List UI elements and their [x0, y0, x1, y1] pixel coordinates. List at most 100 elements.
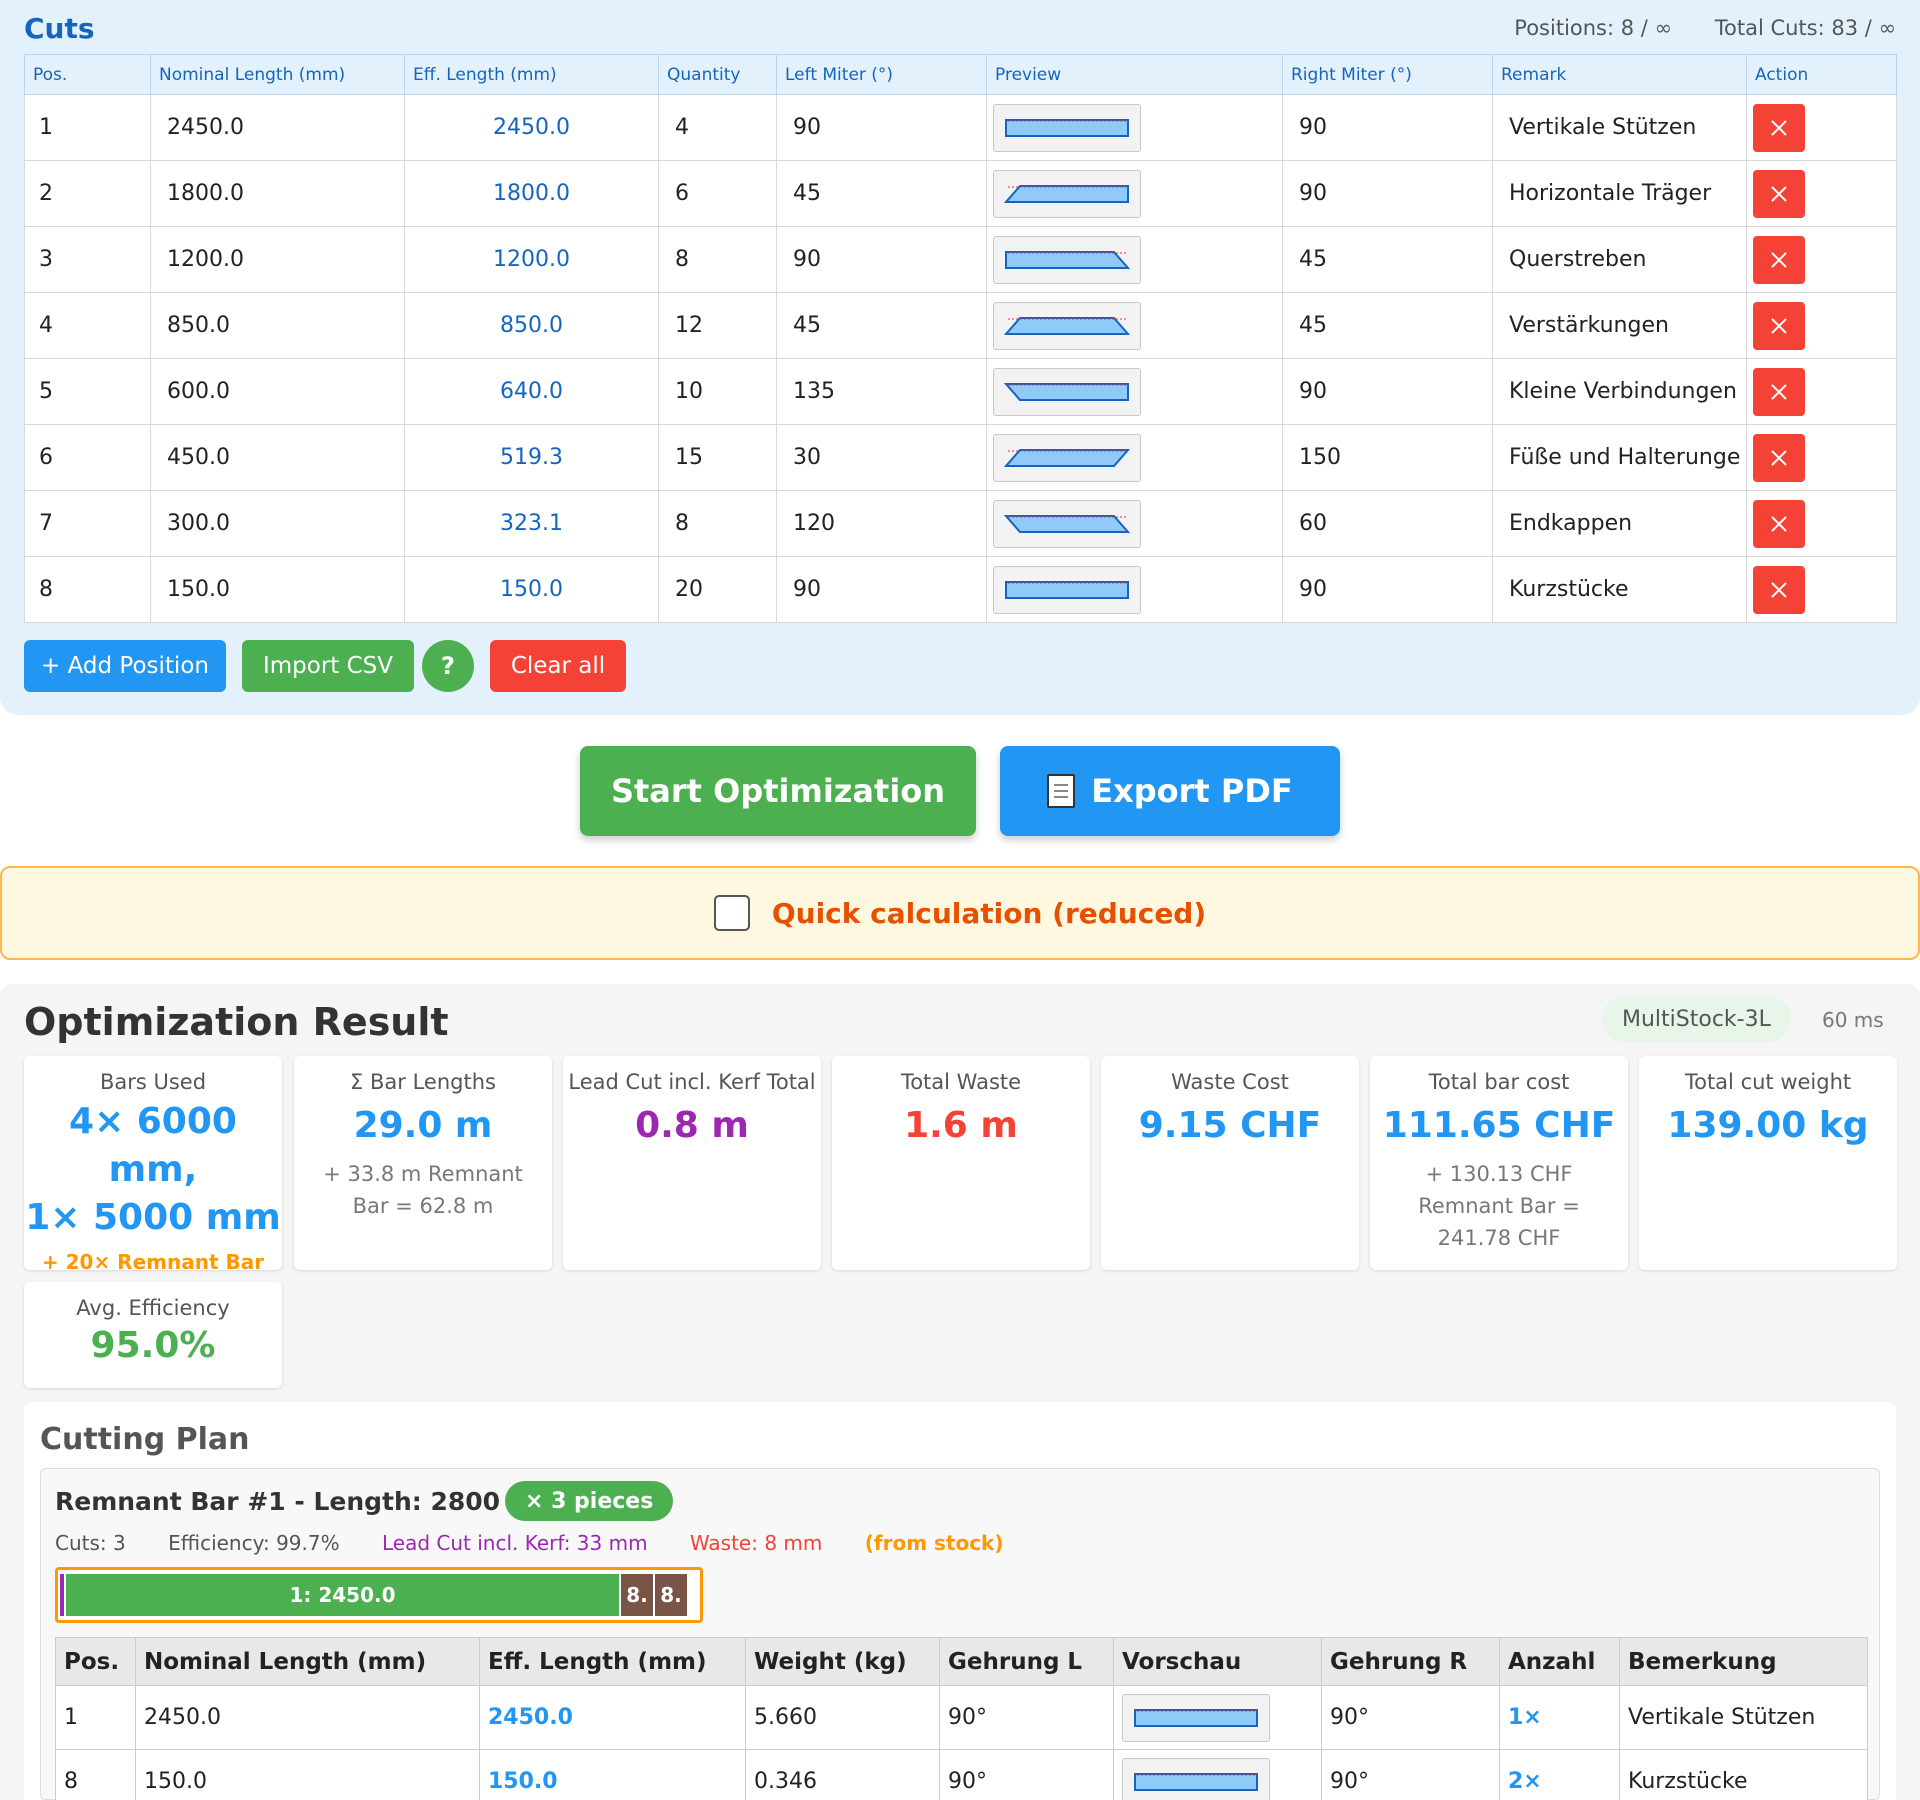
cut-quantity-input[interactable]: 8: [658, 490, 777, 557]
cut-pos[interactable]: 2: [24, 160, 151, 227]
pieces-badge: × 3 pieces: [505, 1481, 674, 1521]
cut-row: 5 600.0 640.0 10 135 90 Kleine Verbindun…: [24, 358, 1897, 425]
cut-quantity-input[interactable]: 8: [658, 226, 777, 293]
col-preview: Preview: [986, 54, 1283, 95]
profile-shape: [1003, 448, 1131, 467]
cut-nominal-input[interactable]: 2450.0: [150, 94, 405, 161]
col-right-miter: Right Miter (°): [1282, 54, 1493, 95]
cut-left-miter-input[interactable]: 90: [776, 556, 987, 623]
plan-nominal: 2450.0: [135, 1685, 480, 1750]
card-bars-used: Bars Used 4× 6000 mm, 1× 5000 mm + 20× R…: [24, 1056, 282, 1274]
cut-nominal-input[interactable]: 300.0: [150, 490, 405, 557]
plan-weight: 0.346: [745, 1749, 940, 1800]
plan-preview: [1113, 1749, 1322, 1800]
cut-pos[interactable]: 1: [24, 94, 151, 161]
cut-remark-input[interactable]: Vertikale Stützen: [1492, 94, 1747, 161]
card-label: Avg. Efficiency: [76, 1296, 230, 1320]
cut-left-miter-input[interactable]: 30: [776, 424, 987, 491]
cut-row: 4 850.0 850.0 12 45 45 Verstärkungen: [24, 292, 1897, 359]
card-label: Total cut weight: [1684, 1070, 1852, 1094]
cut-pos[interactable]: 5: [24, 358, 151, 425]
plan-row: 1 2450.0 2450.0 5.660 90° 90° 1× Vertika…: [55, 1685, 1868, 1750]
cut-left-miter-input[interactable]: 45: [776, 160, 987, 227]
cut-nominal-input[interactable]: 850.0: [150, 292, 405, 359]
card-sub: + 33.8 m Remnant: [323, 1162, 523, 1186]
start-optimization-button[interactable]: Start Optimization: [580, 746, 976, 836]
cut-nominal-input[interactable]: 1200.0: [150, 226, 405, 293]
col-pos: Pos.: [24, 54, 151, 95]
plan-eff: 150.0: [479, 1749, 746, 1800]
card-efficiency: Avg. Efficiency 95.0%: [24, 1282, 282, 1388]
add-position-button[interactable]: + Add Position: [24, 640, 226, 692]
cut-nominal-input[interactable]: 150.0: [150, 556, 405, 623]
close-icon: [1771, 449, 1787, 466]
cut-right-miter-input[interactable]: 150: [1282, 424, 1493, 491]
cut-quantity-input[interactable]: 12: [658, 292, 777, 359]
cut-quantity-input[interactable]: 10: [658, 358, 777, 425]
cut-quantity-input[interactable]: 4: [658, 94, 777, 161]
help-button[interactable]: ?: [422, 640, 474, 692]
col-left-miter: Left Miter (°): [776, 54, 987, 95]
cut-remark-input[interactable]: Horizontale Träger: [1492, 160, 1747, 227]
cut-left-miter-input[interactable]: 135: [776, 358, 987, 425]
cut-nominal-input[interactable]: 450.0: [150, 424, 405, 491]
cut-row: 7 300.0 323.1 8 120 60 Endkappen: [24, 490, 1897, 557]
delete-row-button[interactable]: [1753, 433, 1805, 482]
card-label: Waste Cost: [1171, 1070, 1289, 1094]
delete-row-button[interactable]: [1753, 565, 1805, 614]
cut-right-miter-input[interactable]: 90: [1282, 94, 1493, 161]
cut-remark-input[interactable]: Querstreben: [1492, 226, 1747, 293]
cut-right-miter-input[interactable]: 90: [1282, 160, 1493, 227]
cut-nominal-input[interactable]: 600.0: [150, 358, 405, 425]
cut-pos[interactable]: 8: [24, 556, 151, 623]
total-cuts-stat: Total Cuts: 83 / ∞: [1714, 16, 1896, 40]
cut-quantity-input[interactable]: 6: [658, 160, 777, 227]
plan-pos: 1: [55, 1685, 136, 1750]
cut-pos[interactable]: 4: [24, 292, 151, 359]
cut-pos[interactable]: 6: [24, 424, 151, 491]
cut-remark-input[interactable]: Verstärkungen: [1492, 292, 1747, 359]
delete-row-button[interactable]: [1753, 367, 1805, 416]
col-nominal: Nominal Length (mm): [150, 54, 405, 95]
bar-visualization: 1: 2450.0 8. 8.: [55, 1567, 703, 1623]
export-pdf-button[interactable]: Export PDF: [1000, 746, 1340, 836]
cut-remark-input[interactable]: Kleine Verbindungen: [1492, 358, 1747, 425]
cut-left-miter-input[interactable]: 45: [776, 292, 987, 359]
cut-quantity-input[interactable]: 15: [658, 424, 777, 491]
start-optimization-label: Start Optimization: [610, 772, 946, 810]
cut-remark-input[interactable]: Kurzstücke: [1492, 556, 1747, 623]
cuts-panel: Cuts Positions: 8 / ∞ Total Cuts: 83 / ∞…: [0, 0, 1920, 715]
cut-right-miter-input[interactable]: 90: [1282, 556, 1493, 623]
delete-row-button[interactable]: [1753, 103, 1805, 152]
clear-all-button[interactable]: Clear all: [490, 640, 626, 692]
card-label: Σ Bar Lengths: [350, 1070, 496, 1094]
cut-pos[interactable]: 7: [24, 490, 151, 557]
cut-nominal-input[interactable]: 1800.0: [150, 160, 405, 227]
cut-left-miter-input[interactable]: 120: [776, 490, 987, 557]
preview-box: [993, 367, 1141, 416]
cut-right-miter-input[interactable]: 45: [1282, 292, 1493, 359]
cut-eff-length: 2450.0: [404, 94, 659, 161]
bar-lead-cut: Lead Cut incl. Kerf: 33 mm: [381, 1531, 648, 1555]
delete-row-button[interactable]: [1753, 169, 1805, 218]
cut-quantity-input[interactable]: 20: [658, 556, 777, 623]
cut-right-miter-input[interactable]: 60: [1282, 490, 1493, 557]
delete-row-button[interactable]: [1753, 235, 1805, 284]
cut-right-miter-input[interactable]: 90: [1282, 358, 1493, 425]
cut-action: [1746, 490, 1897, 557]
cut-left-miter-input[interactable]: 90: [776, 94, 987, 161]
cut-remark-input[interactable]: Füße und Halterunge: [1492, 424, 1747, 491]
delete-row-button[interactable]: [1753, 301, 1805, 350]
delete-row-button[interactable]: [1753, 499, 1805, 548]
import-csv-button[interactable]: Import CSV: [242, 640, 414, 692]
cut-left-miter-input[interactable]: 90: [776, 226, 987, 293]
quick-calculation-label[interactable]: Quick calculation (reduced): [771, 896, 1207, 930]
cut-right-miter-input[interactable]: 45: [1282, 226, 1493, 293]
card-value: 9.15 CHF: [1138, 1105, 1322, 1146]
card-label: Total bar cost: [1428, 1070, 1570, 1094]
cut-remark-input[interactable]: Endkappen: [1492, 490, 1747, 557]
plan-count: 1×: [1499, 1685, 1620, 1750]
plan-table: Pos. Nominal Length (mm) Eff. Length (mm…: [55, 1637, 1868, 1800]
quick-calculation-checkbox[interactable]: [713, 895, 750, 931]
cut-pos[interactable]: 3: [24, 226, 151, 293]
